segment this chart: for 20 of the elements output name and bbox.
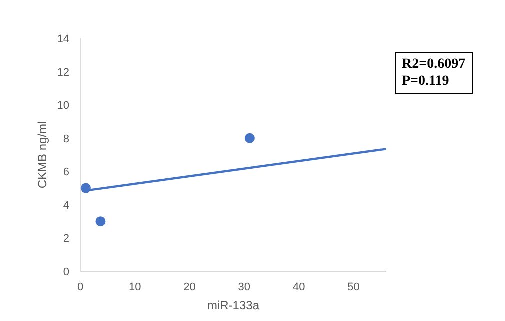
x-tick-label: 50 [348, 282, 360, 294]
y-tick-label: 12 [57, 66, 70, 79]
y-tick-label: 10 [57, 100, 70, 112]
text: P=0.119 [402, 74, 450, 89]
text: R2=0.6097 [402, 57, 466, 72]
x-tick-label: 30 [238, 282, 251, 294]
y-axis-title: CKMB ng/ml [35, 121, 50, 189]
y-tick-label: 6 [63, 166, 70, 179]
x-tick-label: 20 [184, 282, 196, 294]
point [244, 133, 255, 144]
y-tick-label: 8 [63, 133, 70, 146]
point [96, 216, 106, 227]
y-tick-label: 14 [57, 34, 70, 46]
x-tick-label: 40 [292, 282, 306, 294]
y-tick-label: 4 [63, 200, 70, 212]
x-axis-title: miR-133a [207, 298, 260, 312]
x-tick-label: 0 [77, 282, 84, 294]
x-tick-label: 10 [129, 282, 142, 294]
y-tick-label: 2 [63, 233, 70, 246]
y-tick-label: 0 [63, 266, 70, 278]
